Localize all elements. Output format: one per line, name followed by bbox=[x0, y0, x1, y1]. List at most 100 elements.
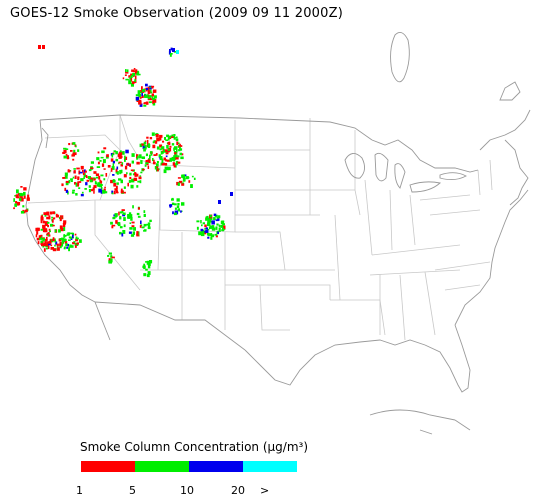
smoke-pixel bbox=[152, 158, 154, 162]
smoke-pixel bbox=[100, 190, 103, 194]
smoke-pixel bbox=[206, 228, 210, 231]
smoke-pixel bbox=[171, 134, 173, 137]
smoke-pixel bbox=[121, 210, 124, 213]
smoke-pixel bbox=[50, 247, 54, 250]
smoke-pixel bbox=[65, 181, 69, 186]
smoke-pixel bbox=[75, 237, 79, 240]
smoke-pixel bbox=[86, 179, 89, 182]
smoke-pixel bbox=[143, 210, 146, 213]
smoke-pixel bbox=[115, 168, 118, 172]
smoke-pixel bbox=[202, 231, 204, 234]
smoke-pixel bbox=[89, 179, 93, 183]
legend-tick-1: 1 bbox=[76, 484, 83, 497]
smoke-pixel bbox=[65, 189, 69, 193]
smoke-pixel bbox=[134, 79, 136, 82]
smoke-pixel bbox=[75, 183, 79, 187]
smoke-pixel bbox=[156, 146, 160, 150]
smoke-pixel bbox=[59, 243, 61, 247]
smoke-pixel bbox=[52, 211, 55, 215]
smoke-pixel bbox=[129, 227, 133, 230]
smoke-pixel bbox=[139, 175, 142, 177]
smoke-pixel bbox=[127, 214, 130, 218]
smoke-pixel bbox=[143, 141, 147, 145]
smoke-pixel bbox=[96, 176, 99, 179]
smoke-pixel bbox=[196, 226, 199, 230]
smoke-pixel bbox=[118, 223, 121, 226]
smoke-pixel bbox=[47, 233, 50, 237]
smoke-pixel bbox=[165, 151, 169, 155]
smoke-pixel bbox=[72, 142, 76, 145]
smoke-pixel bbox=[23, 195, 26, 199]
smoke-pixel bbox=[122, 77, 125, 80]
smoke-pixel bbox=[78, 170, 81, 175]
smoke-pixel bbox=[23, 211, 26, 214]
smoke-pixel bbox=[13, 198, 15, 202]
smoke-pixel bbox=[110, 168, 113, 172]
smoke-pixel bbox=[174, 152, 177, 155]
smoke-pixel bbox=[98, 175, 101, 180]
smoke-pixel bbox=[142, 145, 146, 150]
smoke-pixel bbox=[137, 93, 141, 97]
smoke-pixel bbox=[26, 197, 29, 201]
smoke-pixel bbox=[101, 184, 103, 186]
smoke-pixel bbox=[177, 182, 180, 186]
smoke-pixel bbox=[139, 225, 142, 228]
smoke-pixel bbox=[145, 160, 149, 164]
smoke-pixel bbox=[75, 182, 78, 187]
smoke-pixel bbox=[169, 145, 172, 148]
smoke-pixel bbox=[142, 265, 146, 269]
smoke-pixel bbox=[147, 165, 150, 169]
smoke-pixel bbox=[187, 177, 190, 179]
smoke-pixel bbox=[145, 268, 148, 271]
smoke-pixel bbox=[154, 140, 158, 144]
smoke-pixel bbox=[108, 258, 112, 261]
smoke-pixel bbox=[133, 227, 136, 231]
smoke-pixel bbox=[52, 239, 55, 242]
smoke-pixel bbox=[146, 136, 149, 139]
smoke-pixel bbox=[55, 241, 58, 245]
smoke-pixel bbox=[113, 182, 117, 187]
smoke-pixel bbox=[92, 187, 95, 191]
smoke-pixel bbox=[58, 229, 61, 233]
legend-color-bar bbox=[81, 461, 297, 472]
smoke-pixel bbox=[68, 247, 70, 252]
smoke-pixel bbox=[145, 88, 149, 91]
legend-swatch-4 bbox=[243, 461, 297, 472]
smoke-pixel bbox=[42, 220, 46, 224]
smoke-pixel bbox=[222, 223, 225, 226]
smoke-pixel bbox=[72, 152, 75, 157]
smoke-pixel bbox=[83, 177, 85, 179]
smoke-pixel bbox=[80, 193, 84, 197]
smoke-pixel bbox=[54, 244, 56, 247]
smoke-pixel bbox=[110, 255, 113, 258]
smoke-pixel bbox=[44, 221, 47, 224]
smoke-pixel bbox=[120, 150, 122, 153]
smoke-pixel bbox=[68, 143, 71, 146]
smoke-pixel bbox=[149, 89, 152, 93]
smoke-pixel bbox=[121, 233, 124, 237]
smoke-pixel bbox=[125, 78, 129, 81]
smoke-pixel bbox=[211, 227, 216, 231]
smoke-pixel bbox=[141, 143, 145, 146]
smoke-pixel bbox=[97, 184, 99, 187]
smoke-pixel bbox=[14, 203, 17, 207]
smoke-pixel bbox=[210, 227, 214, 229]
smoke-pixel bbox=[179, 152, 182, 156]
smoke-pixel bbox=[18, 197, 22, 201]
smoke-pixel bbox=[130, 234, 135, 237]
smoke-pixel bbox=[182, 178, 186, 182]
smoke-pixel bbox=[73, 170, 76, 174]
smoke-pixel bbox=[152, 89, 157, 93]
smoke-pixel bbox=[46, 211, 50, 216]
smoke-pixel bbox=[182, 175, 186, 179]
smoke-pixel bbox=[166, 159, 170, 162]
smoke-pixel bbox=[15, 194, 19, 199]
smoke-pixel bbox=[173, 203, 177, 206]
smoke-pixel bbox=[48, 228, 51, 231]
smoke-pixel bbox=[75, 238, 78, 242]
smoke-pixel bbox=[156, 165, 159, 168]
smoke-pixel bbox=[73, 168, 76, 170]
smoke-pixel bbox=[148, 91, 151, 94]
coastlines bbox=[25, 31, 531, 435]
smoke-pixel bbox=[107, 165, 111, 168]
